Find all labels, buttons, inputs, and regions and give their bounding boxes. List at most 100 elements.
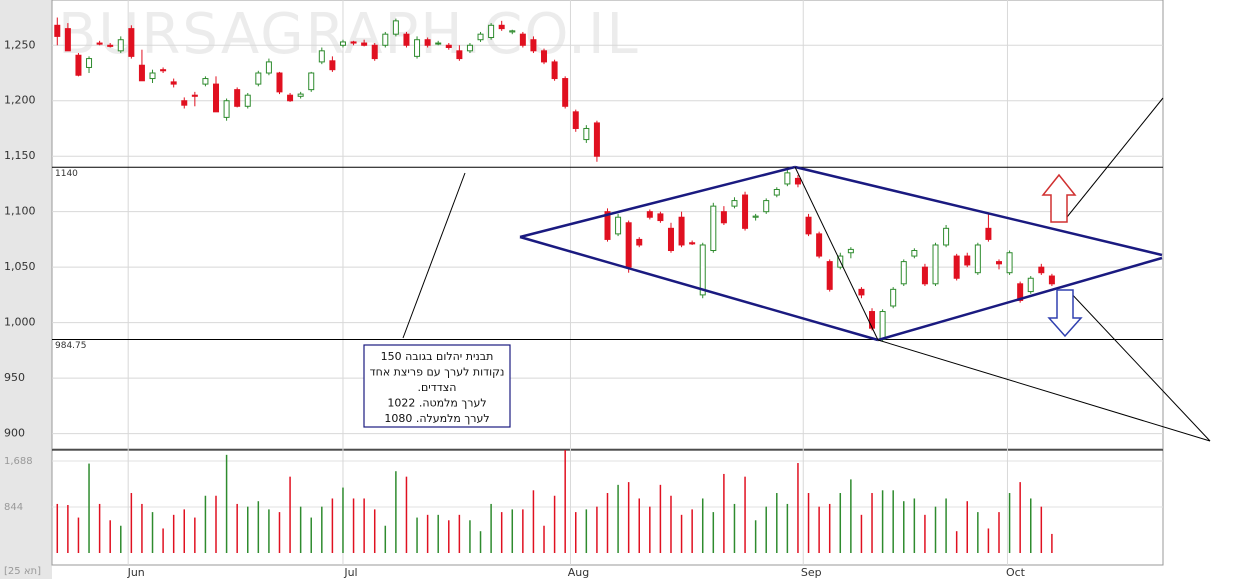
candle-body [921,266,928,285]
candle-body [202,78,209,85]
candle-body [297,93,304,97]
candle-body [541,50,548,63]
candle-body [64,28,71,52]
candle-body [858,288,865,296]
pattern-drawing: תבנית יהלום בגובה 150 נקודות לערך עם פריצ… [363,97,1211,442]
x-tick-label: Oct [1006,566,1026,579]
candle-body [731,200,738,207]
candle-body [424,39,431,46]
candle-body [763,200,770,213]
annotation-text: הצדדים. [418,381,457,394]
candle-body [805,216,812,235]
up-arrow [1041,173,1077,223]
candle-body [213,83,220,113]
y-tick-label: 900 [4,427,25,440]
candle-body [75,54,82,76]
candle-body [667,227,674,252]
candle-body [128,28,135,57]
candle-body [308,72,315,91]
thin-line [1062,97,1164,223]
candle-body [392,20,399,35]
candle-body [625,222,632,268]
y-tick-label: 1,200 [4,94,36,107]
trend-line [877,256,1163,342]
candle-body [107,44,114,47]
candle-body [710,205,717,252]
candle-body [371,44,378,60]
candle-body [382,33,389,46]
candle-body [1048,275,1055,285]
candle-body [170,81,177,85]
candle-body [1027,277,1034,293]
candle-body [530,39,537,52]
candle-body [276,72,283,93]
candle-body [181,100,188,106]
y-tick-label: 1,250 [4,38,36,51]
corner-label: [25 תא] [4,566,41,577]
candle-body [562,78,569,107]
thin-line [1067,289,1211,442]
candle-body [678,216,685,246]
trend-line [519,235,879,342]
thin-line [877,339,1211,442]
x-tick-label: Sep [801,566,822,579]
candle-body [1017,283,1024,301]
level-label: 1140 [55,169,78,179]
candle-body [265,61,272,74]
level-label: 984.75 [55,341,87,351]
candle-body [932,244,939,285]
candle-body [615,216,622,235]
candle-body [995,261,1002,265]
y-tick-label: 1,050 [4,260,36,273]
candle-body [689,242,696,245]
candle-body [636,238,643,246]
candle-body [339,41,346,46]
pointer-line [402,172,466,339]
y-tick-label: 1,150 [4,149,36,162]
trend-line [519,165,796,239]
candle-body [477,33,484,41]
thin-line [794,166,879,341]
volume-tick-label: 1,688 [4,456,33,467]
candle-body [350,41,357,44]
candle-body [646,211,653,218]
annotation-text: נקודות לערך עם פריצת אחד [370,366,505,379]
annotation-text: לערך מלמטה. 1022 [387,397,486,410]
x-tick-label: Jul [343,566,357,579]
candle-body [869,311,876,329]
candle-body [329,60,336,71]
candle-body [911,250,918,257]
candle-body [456,50,463,60]
candle-body [572,111,579,129]
candle-body [583,127,590,141]
candle-body [1006,252,1013,274]
candle-body [816,233,823,257]
candle-body [509,30,516,33]
candle-body [117,39,124,52]
candle-body [287,94,294,102]
candle-body [403,33,410,46]
candle-body [138,64,145,82]
x-tick-label: Aug [568,566,589,579]
candle-body [318,50,325,63]
candle-body [847,248,854,254]
y-tick-label: 1,100 [4,205,36,218]
candle-body [86,58,93,68]
candle-body [742,194,749,229]
candle-body [773,188,780,196]
trend-line [794,165,1163,257]
candle-body [435,42,442,45]
candle-body [752,215,759,218]
candle-body [551,61,558,80]
candle-body [604,211,611,240]
volume-tick-label: 844 [4,502,23,513]
candle-body [466,44,473,52]
candle-body [953,255,960,279]
candle-body [826,261,833,290]
watermark: BURSAGRAPH.CO.IL [58,2,640,67]
candle-body [985,227,992,240]
candle-body [974,244,981,274]
y-tick-label: 950 [4,371,25,384]
annotation-text: תבנית יהלום בגובה 150 [381,350,494,363]
